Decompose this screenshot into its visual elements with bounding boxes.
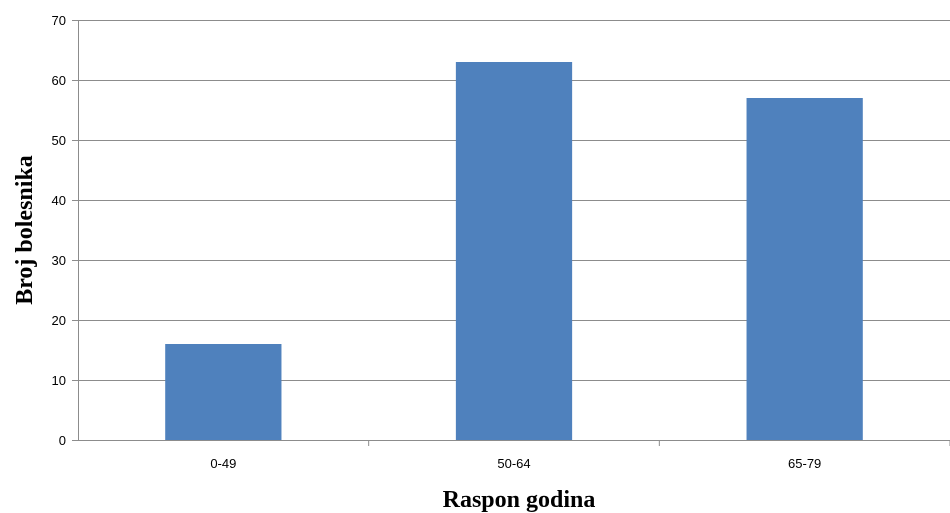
x-axis-title: Raspon godina xyxy=(443,487,596,513)
y-tick-label: 50 xyxy=(52,133,66,148)
bar xyxy=(746,98,863,440)
y-tick-label: 20 xyxy=(52,313,66,328)
y-tick-label: 40 xyxy=(52,193,66,208)
x-tick-label: 50-64 xyxy=(497,456,530,471)
y-tick-label: 0 xyxy=(59,433,66,448)
bar xyxy=(165,344,282,440)
y-tick-label: 70 xyxy=(52,13,66,28)
y-axis-title: Broj bolesnika xyxy=(12,155,38,305)
y-tick-label: 30 xyxy=(52,253,66,268)
x-tick-label: 65-79 xyxy=(788,456,821,471)
y-tick-label: 60 xyxy=(52,73,66,88)
bar xyxy=(455,62,573,440)
bar-layer xyxy=(165,62,863,440)
axis-layer xyxy=(78,20,950,446)
x-tick-label: 0-49 xyxy=(210,456,236,471)
label-layer: 0 10 20 30 40 50 60 70 0-49 50-64 65-79 xyxy=(52,13,822,471)
y-tick-label: 10 xyxy=(52,373,66,388)
